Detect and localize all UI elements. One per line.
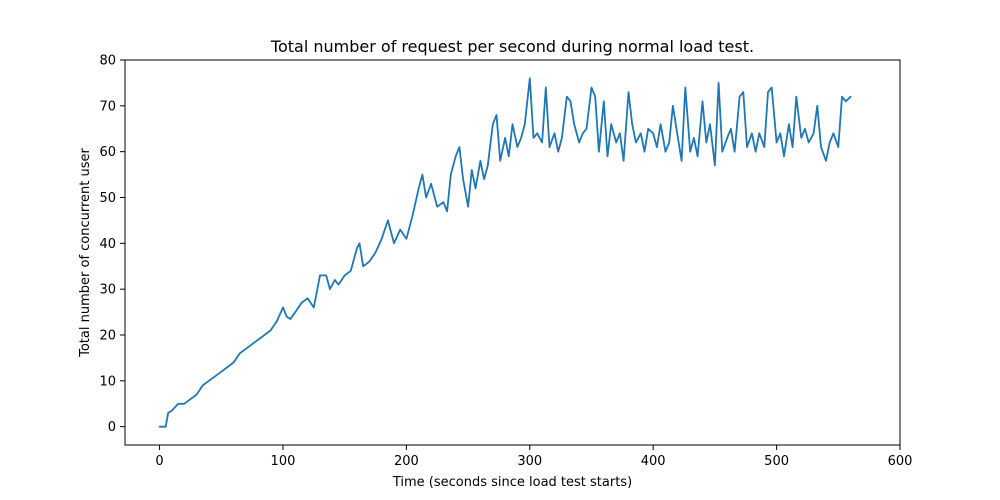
- y-tick-label: 60: [99, 145, 116, 160]
- chart-title: Total number of request per second durin…: [270, 37, 754, 56]
- x-tick-label: 600: [888, 454, 913, 469]
- series-layer: [158, 77, 852, 428]
- x-axis: 0 100 200 300 400 500 600: [155, 445, 912, 469]
- x-tick-label: 500: [764, 454, 789, 469]
- x-tick-label: 400: [641, 454, 666, 469]
- y-tick-label: 10: [99, 374, 116, 389]
- y-tick-label: 70: [99, 99, 116, 114]
- x-tick-label: 0: [155, 454, 163, 469]
- y-tick-label: 0: [108, 420, 116, 435]
- y-tick-label: 20: [99, 329, 116, 344]
- y-tick-label: 50: [99, 191, 116, 206]
- y-tick-label: 80: [99, 54, 116, 69]
- series-line: [158, 77, 852, 428]
- plot-frame: [124, 59, 901, 446]
- y-axis-label: Total number of concurrent user: [78, 147, 93, 357]
- x-tick-label: 200: [394, 454, 419, 469]
- y-tick-label: 40: [99, 237, 116, 252]
- y-axis: 0 10 20 30 40 50 60 70 80: [99, 54, 125, 435]
- x-tick-label: 300: [517, 454, 542, 469]
- y-tick-label: 30: [99, 283, 116, 298]
- x-axis-label: Time (seconds since load test starts): [392, 475, 632, 490]
- x-tick-label: 100: [271, 454, 296, 469]
